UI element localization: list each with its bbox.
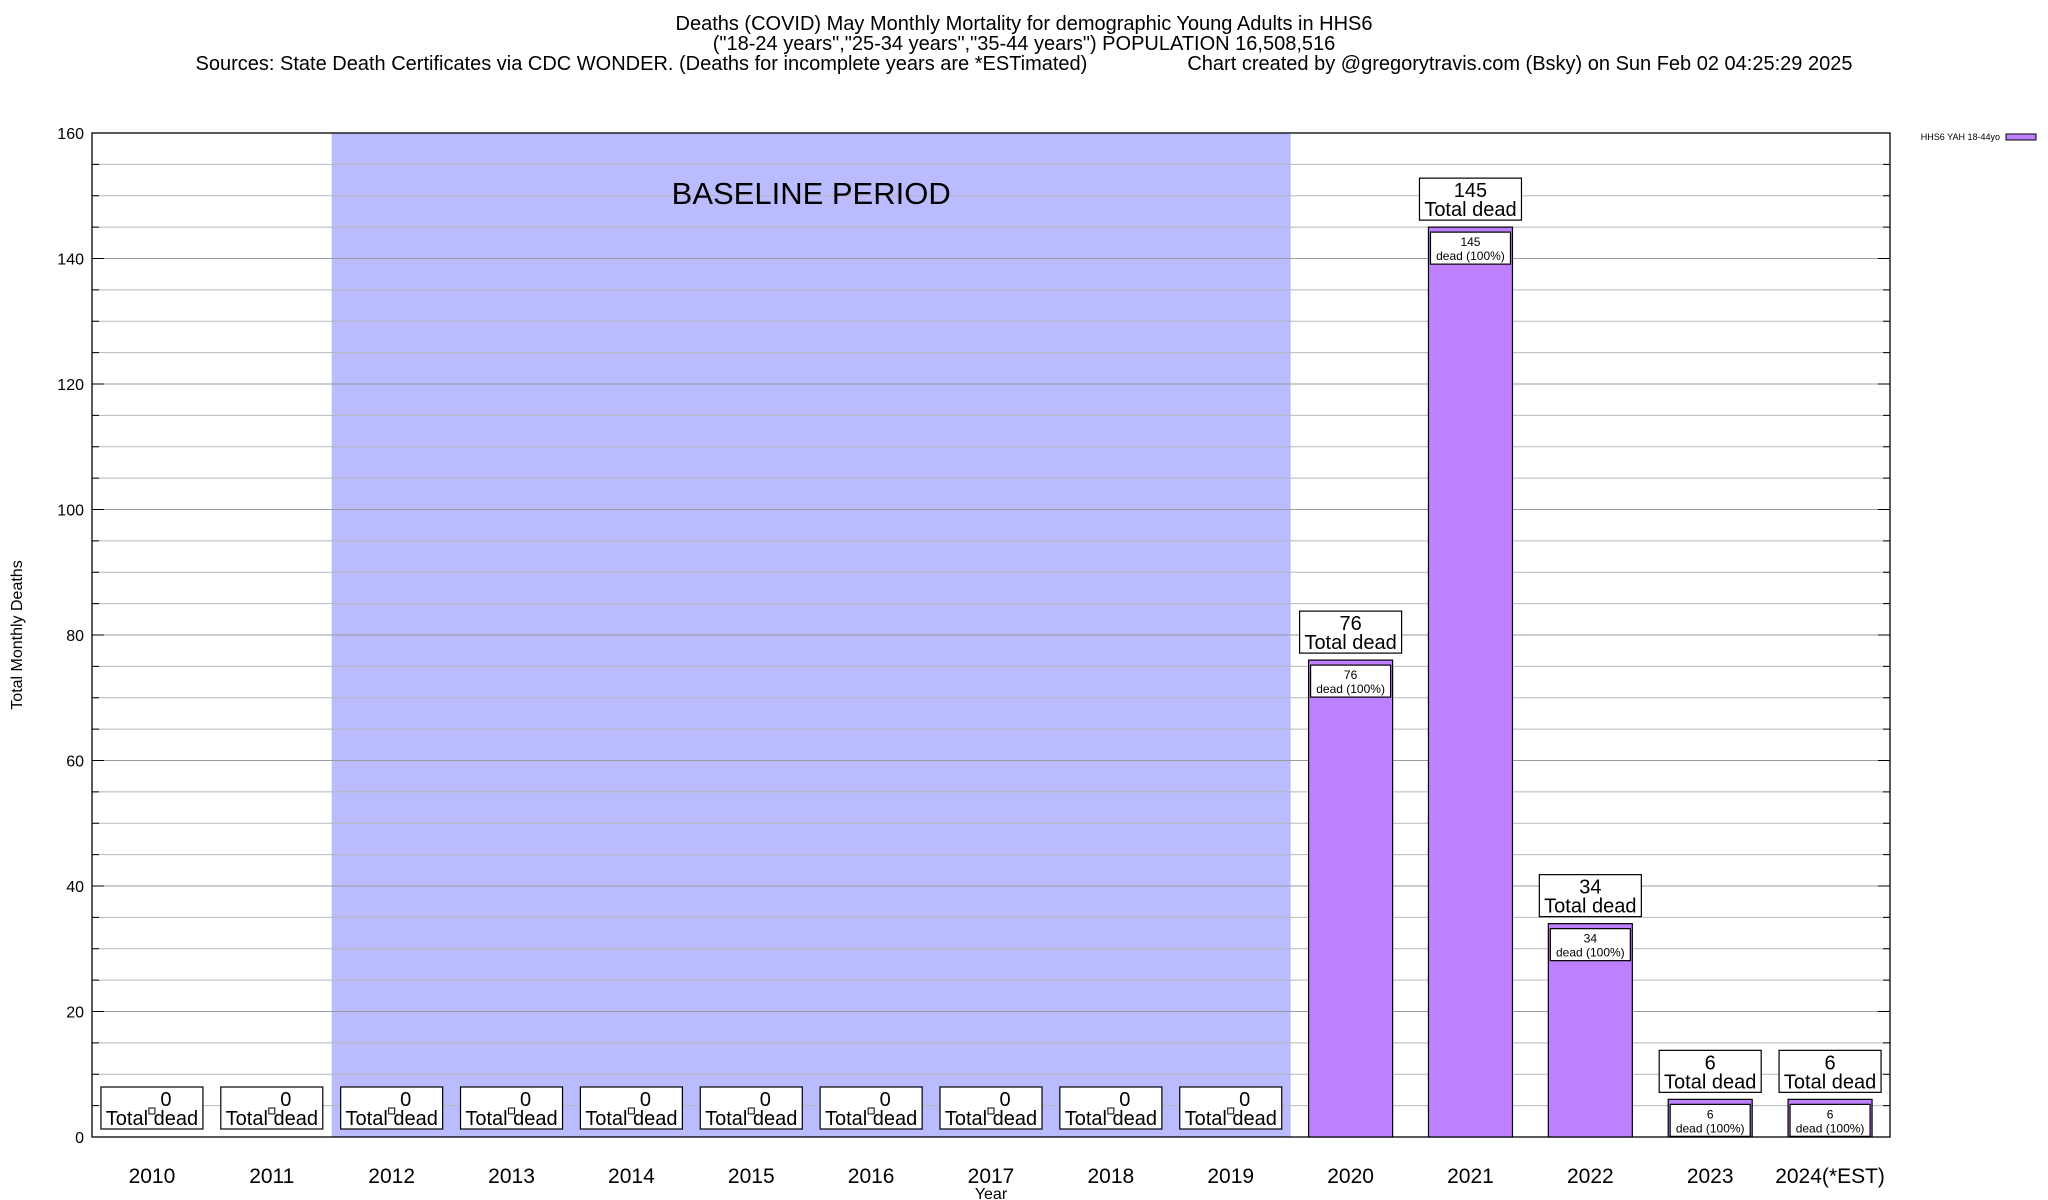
total-value-label: 0 [880, 1089, 891, 1111]
inner-value-label: 6 [1707, 1107, 1714, 1121]
y-axis-label: Total Monthly Deaths [9, 560, 26, 709]
zero-point-marker [1227, 1107, 1235, 1115]
inner-percent-label: dead (100%) [1436, 249, 1505, 263]
zero-point-marker [747, 1107, 755, 1115]
x-tick-label: 2011 [249, 1165, 294, 1188]
total-value-label: 34 [1579, 877, 1601, 899]
legend-label: HHS6 YAH 18-44yo [1921, 132, 2000, 142]
inner-percent-label: dead (100%) [1556, 946, 1625, 960]
bar-2021 [1427, 226, 1514, 1138]
zero-point-marker [1107, 1107, 1115, 1115]
total-value-label: 76 [1339, 613, 1361, 635]
total-label-box [1778, 1049, 1882, 1093]
zero-point-marker [148, 1107, 156, 1115]
x-tick-label: 2014 [608, 1165, 655, 1188]
legend-swatch [2005, 133, 2037, 141]
total-value-label: 0 [1119, 1089, 1130, 1111]
zero-point-marker [388, 1107, 396, 1115]
plot-border [91, 132, 1891, 1138]
inner-value-label: 76 [1344, 668, 1358, 682]
x-tick-label: 2012 [368, 1165, 415, 1188]
inner-value-label: 34 [1584, 932, 1598, 946]
x-tick-label: 2016 [848, 1165, 895, 1188]
total-value-label: 0 [520, 1089, 531, 1111]
x-axis-label: Year [975, 1186, 1008, 1200]
x-tick-label: 2015 [728, 1165, 775, 1188]
inner-label-box [1309, 664, 1392, 698]
inner-percent-label: dead (100%) [1676, 1121, 1745, 1135]
total-value-label: 6 [1825, 1052, 1836, 1074]
total-dead-label: Total dead [465, 1108, 557, 1130]
x-tick-label: 2022 [1567, 1165, 1614, 1188]
zero-point-marker [268, 1107, 276, 1115]
x-tick-label: 2010 [129, 1165, 176, 1188]
total-dead-label: Total dead [705, 1108, 797, 1130]
total-dead-label: Total dead [1065, 1108, 1157, 1130]
x-tick-label: 2018 [1088, 1165, 1135, 1188]
total-dead-label: Total dead [585, 1108, 677, 1130]
y-tick-label: 100 [57, 503, 84, 520]
total-value-label: 0 [640, 1089, 651, 1111]
inner-percent-label: dead (100%) [1796, 1121, 1865, 1135]
chart-title: Deaths (COVID) May Monthly Mortality for… [675, 13, 1373, 35]
total-dead-label: Total dead [226, 1108, 318, 1130]
total-value-label: 0 [999, 1089, 1010, 1111]
total-value-label: 0 [760, 1089, 771, 1111]
inner-value-label: 6 [1827, 1107, 1834, 1121]
total-label-box [1658, 1049, 1762, 1093]
y-tick-label: 120 [57, 377, 84, 394]
inner-label-box [1789, 1103, 1871, 1137]
total-dead-label: Total dead [106, 1108, 198, 1130]
chart-subtitle: ("18-24 years","25-34 years","35-44 year… [712, 33, 1336, 55]
y-tick-label: 20 [66, 1005, 84, 1022]
total-dead-label: Total dead [1544, 896, 1636, 918]
x-tick-label: 2013 [488, 1165, 535, 1188]
y-tick-label: 60 [66, 754, 84, 771]
chart-source-line: Sources: State Death Certificates via CD… [195, 53, 1853, 75]
total-label-box [1418, 177, 1523, 221]
x-tick-label: 2017 [968, 1165, 1015, 1188]
total-value-label: 145 [1454, 180, 1487, 202]
total-dead-label: Total dead [1424, 199, 1516, 221]
inner-percent-label: dead (100%) [1316, 682, 1385, 696]
total-value-label: 0 [280, 1089, 291, 1111]
y-tick-label: 80 [66, 628, 84, 645]
zero-point-marker [508, 1107, 516, 1115]
zero-point-marker [867, 1107, 875, 1115]
y-tick-label: 140 [57, 252, 84, 269]
total-value-label: 0 [160, 1089, 171, 1111]
x-tick-label: 2020 [1327, 1165, 1374, 1188]
total-value-label: 0 [1239, 1089, 1250, 1111]
total-dead-label: Total dead [825, 1108, 917, 1130]
inner-label-box [1549, 928, 1631, 962]
inner-label-box [1429, 231, 1512, 265]
total-dead-label: Total dead [945, 1108, 1037, 1130]
y-tick-label: 40 [66, 879, 84, 896]
y-tick-label: 160 [57, 126, 84, 143]
baseline-period-label: BASELINE PERIOD [672, 176, 951, 211]
bar-2020 [1307, 659, 1394, 1138]
total-dead-label: Total dead [1304, 632, 1396, 654]
total-dead-label: Total dead [1185, 1108, 1277, 1130]
total-dead-label: Total dead [346, 1108, 438, 1130]
total-dead-label: Total dead [1664, 1071, 1756, 1093]
zero-point-marker [627, 1107, 635, 1115]
total-value-label: 0 [400, 1089, 411, 1111]
total-dead-label: Total dead [1784, 1071, 1876, 1093]
x-tick-label: 2019 [1207, 1165, 1254, 1188]
total-label-box [1298, 610, 1403, 654]
x-tick-label: 2023 [1687, 1165, 1734, 1188]
total-label-box [1538, 874, 1642, 918]
x-tick-label: 2021 [1447, 1165, 1494, 1188]
zero-point-marker [987, 1107, 995, 1115]
inner-label-box [1669, 1103, 1751, 1137]
y-tick-label: 0 [75, 1130, 84, 1147]
total-value-label: 6 [1705, 1052, 1716, 1074]
x-tick-label: 2024(*EST) [1775, 1165, 1885, 1188]
inner-value-label: 145 [1460, 235, 1480, 249]
